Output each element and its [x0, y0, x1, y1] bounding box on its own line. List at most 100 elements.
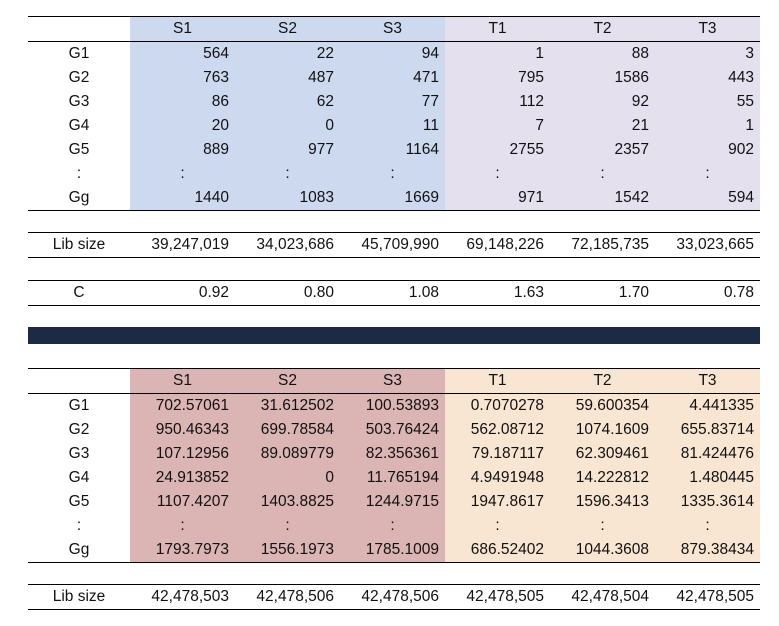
cell: 77 — [340, 90, 445, 114]
cell: 1 — [445, 41, 550, 66]
cell: 950.46343 — [130, 418, 235, 442]
cell: 82.356361 — [340, 442, 445, 466]
cell: 100.53893 — [340, 393, 445, 418]
cell: 1785.1009 — [340, 538, 445, 563]
cell: 72,185,735 — [550, 232, 655, 258]
cell: 14.222812 — [550, 466, 655, 490]
cell: 59.600354 — [550, 393, 655, 418]
col-header-s2: S2 — [235, 368, 340, 394]
cell: : — [235, 162, 340, 186]
cell: 7 — [445, 114, 550, 138]
col-header-s1: S1 — [130, 368, 235, 394]
cell: 1.480445 — [655, 466, 760, 490]
cell: 62.309461 — [550, 442, 655, 466]
cell: 1596.3413 — [550, 490, 655, 514]
cell: : — [550, 162, 655, 186]
cell: 889 — [130, 138, 235, 162]
col-header-s3: S3 — [340, 16, 445, 42]
cell: : — [340, 162, 445, 186]
cell: 62 — [235, 90, 340, 114]
col-header-s1: S1 — [130, 16, 235, 42]
cell: 20 — [130, 114, 235, 138]
table-row: Gg 1440 1083 1669 971 1542 594 — [28, 186, 760, 211]
ellipsis-row: : : : : : : : — [28, 162, 760, 186]
cell: 1440 — [130, 186, 235, 211]
cell: : — [655, 514, 760, 538]
cell: 562.08712 — [445, 418, 550, 442]
cell: : — [655, 162, 760, 186]
cell: : — [235, 514, 340, 538]
col-header-t1: T1 — [445, 368, 550, 394]
cell: 1.63 — [445, 280, 550, 306]
header-row: S1 S2 S3 T1 T2 T3 — [28, 368, 760, 394]
col-header-t2: T2 — [550, 16, 655, 42]
cell: 1669 — [340, 186, 445, 211]
cell: 81.424476 — [655, 442, 760, 466]
row-label: G2 — [68, 69, 90, 86]
cell: 977 — [235, 138, 340, 162]
table-row: G1 702.57061 31.612502 100.53893 0.70702… — [28, 393, 760, 418]
row-label: Lib size — [28, 232, 130, 258]
cell: : — [445, 162, 550, 186]
cell: 21 — [550, 114, 655, 138]
cell: 88 — [550, 41, 655, 66]
cell: 487 — [235, 66, 340, 90]
table-row: Gg 1793.7973 1556.1973 1785.1009 686.524… — [28, 538, 760, 563]
corner-cell — [28, 16, 130, 42]
cell: 0.80 — [235, 280, 340, 306]
raw-lib-size-table: Lib size 39,247,019 34,023,686 45,709,99… — [28, 232, 760, 258]
cell: 42,478,504 — [550, 584, 655, 610]
cell: 1403.8825 — [235, 490, 340, 514]
cell: 107.12956 — [130, 442, 235, 466]
col-header-t2: T2 — [550, 368, 655, 394]
cell: 31.612502 — [235, 393, 340, 418]
cell: 503.76424 — [340, 418, 445, 442]
cell: 0.78 — [655, 280, 760, 306]
table-row: G2 763 487 471 795 1586 443 — [28, 66, 760, 90]
cell: 971 — [445, 186, 550, 211]
cell: 4.441335 — [655, 393, 760, 418]
row-label: G1 — [68, 397, 90, 414]
cell: 1556.1973 — [235, 538, 340, 563]
table-row: G5 1107.4207 1403.8825 1244.9715 1947.86… — [28, 490, 760, 514]
cell: 1244.9715 — [340, 490, 445, 514]
cell: 902 — [655, 138, 760, 162]
cell: 89.089779 — [235, 442, 340, 466]
cell: 1586 — [550, 66, 655, 90]
table-row: G4 20 0 11 7 21 1 — [28, 114, 760, 138]
normalized-lib-size-table: Lib size 42,478,503 42,478,506 42,478,50… — [28, 584, 760, 610]
cell: 594 — [655, 186, 760, 211]
cell: 1107.4207 — [130, 490, 235, 514]
row-label: G1 — [68, 45, 90, 62]
cell: 0.92 — [130, 280, 235, 306]
row-label: Lib size — [28, 584, 130, 610]
cell: 0 — [235, 114, 340, 138]
corner-cell — [28, 368, 130, 394]
cell: 879.38434 — [655, 538, 760, 563]
cell: 3 — [655, 41, 760, 66]
cell: 1542 — [550, 186, 655, 211]
cell: 34,023,686 — [235, 232, 340, 258]
cell: 1.70 — [550, 280, 655, 306]
cell: 699.78584 — [235, 418, 340, 442]
cell: 1044.3608 — [550, 538, 655, 563]
ellipsis-row: : : : : : : : — [28, 514, 760, 538]
scaling-factor-table: C 0.92 0.80 1.08 1.63 1.70 0.78 — [28, 280, 760, 306]
cell: 45,709,990 — [340, 232, 445, 258]
lib-size-row: Lib size 39,247,019 34,023,686 45,709,99… — [28, 232, 760, 258]
cell: 0 — [235, 466, 340, 490]
row-label: G5 — [68, 141, 90, 158]
cell: 0.7070278 — [445, 393, 550, 418]
cell: 42,478,506 — [235, 584, 340, 610]
cell: 42,478,505 — [445, 584, 550, 610]
col-header-t3: T3 — [655, 16, 760, 42]
cell: : — [445, 514, 550, 538]
cell: 42,478,505 — [655, 584, 760, 610]
cell: 33,023,665 — [655, 232, 760, 258]
cell: 1947.8617 — [445, 490, 550, 514]
table-row: G3 107.12956 89.089779 82.356361 79.1871… — [28, 442, 760, 466]
col-header-s3: S3 — [340, 368, 445, 394]
table-row: G1 564 22 94 1 88 3 — [28, 41, 760, 66]
cell: 11 — [340, 114, 445, 138]
cell: 2357 — [550, 138, 655, 162]
